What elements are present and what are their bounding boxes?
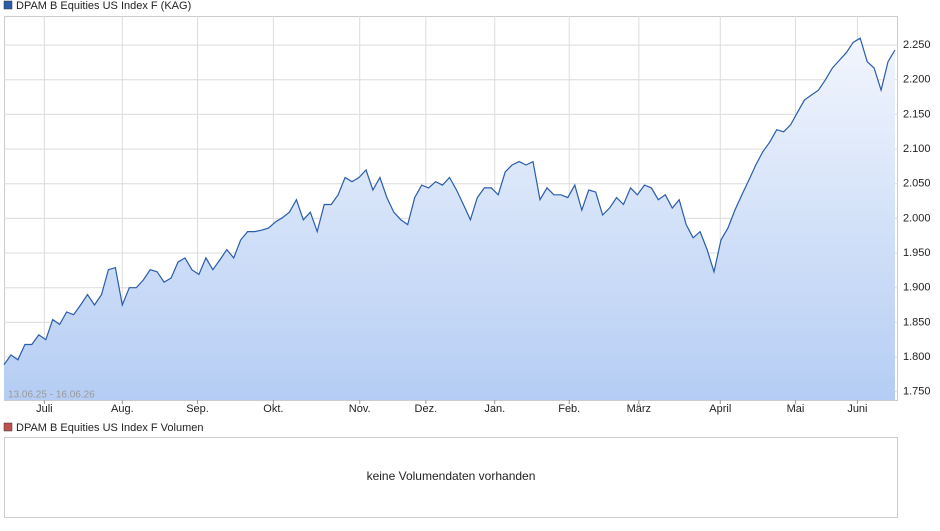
x-tick-label: Dez. <box>415 403 438 415</box>
volume-frame <box>4 437 898 518</box>
x-tick-label: Juni <box>847 403 867 415</box>
legend-swatch <box>3 422 13 432</box>
x-tick-label: Feb. <box>558 403 580 415</box>
y-tick-label: 1.850 <box>903 316 931 328</box>
area <box>4 38 895 400</box>
x-tick-label: Mai <box>787 403 805 415</box>
x-tick-label: Juli <box>36 403 53 415</box>
line <box>3 37 896 365</box>
x-tick-label: April <box>709 403 731 415</box>
x-tick-label: Okt. <box>263 403 283 415</box>
y-tick-label: 1.800 <box>903 351 931 363</box>
legend-swatch <box>3 0 13 10</box>
x-tick-label: Jan. <box>484 403 505 415</box>
x-tick-label: Sep. <box>186 403 209 415</box>
y-tick-label: 1.900 <box>903 282 931 294</box>
y-tick-label: 1.750 <box>903 386 931 398</box>
y-tick-label: 2.250 <box>903 39 931 51</box>
y-tick-label: 2.000 <box>903 212 931 224</box>
y-tick-label: 2.100 <box>903 143 931 155</box>
y-tick-label: 2.050 <box>903 178 931 190</box>
x-tick-label: Nov. <box>349 403 371 415</box>
legend-label: DPAM B Equities US Index F (KAG) <box>16 0 191 12</box>
x-tick-label: März <box>627 403 651 415</box>
x-tick-label: Aug. <box>111 403 134 415</box>
marks <box>3 37 896 400</box>
y-tick-label: 2.200 <box>903 74 931 86</box>
date-range: 13.06.25 - 16.06.26 <box>8 390 95 401</box>
y-tick-label: 2.150 <box>903 108 931 120</box>
y-tick-label: 1.950 <box>903 247 931 259</box>
legend-label: DPAM B Equities US Index F Volumen <box>16 422 204 434</box>
volume-message: keine Volumendaten vorhanden <box>367 469 536 483</box>
